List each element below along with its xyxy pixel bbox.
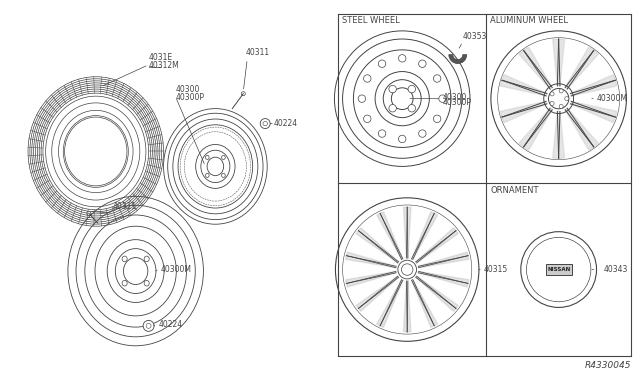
Text: 40315: 40315: [484, 265, 508, 274]
Wedge shape: [449, 55, 467, 64]
Polygon shape: [416, 228, 458, 263]
Polygon shape: [553, 39, 564, 86]
Text: 40312M: 40312M: [148, 61, 179, 70]
Circle shape: [389, 105, 396, 112]
Polygon shape: [500, 75, 547, 96]
Polygon shape: [356, 276, 399, 311]
Polygon shape: [377, 280, 403, 327]
Ellipse shape: [221, 173, 225, 177]
Polygon shape: [346, 252, 396, 268]
Polygon shape: [570, 75, 617, 96]
Circle shape: [433, 75, 441, 82]
Text: 40353: 40353: [463, 32, 487, 41]
Circle shape: [364, 75, 371, 82]
Circle shape: [564, 97, 569, 101]
Polygon shape: [416, 276, 458, 311]
Text: 40343: 40343: [604, 265, 628, 274]
Text: 40300: 40300: [175, 85, 200, 94]
Circle shape: [433, 115, 441, 122]
Circle shape: [378, 60, 386, 67]
Ellipse shape: [221, 155, 225, 160]
Polygon shape: [570, 102, 617, 123]
Text: 4031E: 4031E: [148, 53, 173, 62]
Polygon shape: [412, 212, 438, 260]
Text: 40300: 40300: [443, 93, 467, 102]
Circle shape: [378, 130, 386, 137]
Ellipse shape: [122, 256, 127, 262]
Polygon shape: [418, 252, 468, 268]
Circle shape: [550, 92, 554, 96]
Polygon shape: [403, 281, 411, 332]
Polygon shape: [519, 108, 552, 150]
Circle shape: [419, 60, 426, 67]
Circle shape: [398, 260, 417, 279]
Circle shape: [358, 95, 365, 102]
Ellipse shape: [144, 256, 149, 262]
Circle shape: [408, 105, 415, 112]
Circle shape: [260, 119, 270, 129]
Circle shape: [389, 85, 396, 93]
Text: 40224: 40224: [159, 320, 182, 329]
Circle shape: [550, 102, 554, 106]
Text: 40224: 40224: [273, 119, 298, 128]
Circle shape: [399, 135, 406, 143]
Ellipse shape: [65, 117, 127, 186]
Ellipse shape: [97, 228, 175, 314]
Text: 40311: 40311: [113, 202, 137, 211]
Circle shape: [559, 89, 563, 93]
Circle shape: [499, 39, 618, 158]
Text: R4330045: R4330045: [584, 361, 631, 370]
Polygon shape: [346, 272, 396, 287]
Polygon shape: [418, 272, 468, 287]
Polygon shape: [403, 207, 411, 258]
Bar: [546, 264, 572, 275]
Circle shape: [344, 206, 470, 333]
Ellipse shape: [205, 173, 209, 177]
Circle shape: [419, 130, 426, 137]
Circle shape: [87, 211, 91, 215]
Text: STEEL WHEEL: STEEL WHEEL: [342, 16, 399, 25]
Polygon shape: [553, 112, 564, 158]
Polygon shape: [519, 47, 552, 89]
Text: 40300P: 40300P: [443, 99, 472, 108]
Text: 40311: 40311: [245, 48, 269, 57]
Polygon shape: [565, 47, 598, 89]
Circle shape: [241, 92, 245, 96]
Circle shape: [143, 320, 154, 331]
Text: ORNAMENT: ORNAMENT: [490, 186, 539, 195]
Polygon shape: [377, 212, 403, 260]
Circle shape: [399, 55, 406, 62]
Circle shape: [408, 85, 415, 93]
Circle shape: [355, 51, 450, 146]
Circle shape: [527, 238, 590, 301]
Ellipse shape: [144, 280, 149, 286]
Text: 40300M: 40300M: [161, 264, 191, 273]
Text: ALUMINUM WHEEL: ALUMINUM WHEEL: [490, 16, 568, 25]
Polygon shape: [412, 280, 438, 327]
Circle shape: [364, 115, 371, 122]
Text: 40300P: 40300P: [175, 93, 205, 102]
Polygon shape: [500, 102, 547, 123]
Ellipse shape: [122, 280, 127, 286]
Polygon shape: [356, 228, 399, 263]
Polygon shape: [565, 108, 598, 150]
Ellipse shape: [205, 155, 209, 160]
Text: NISSAN: NISSAN: [547, 267, 570, 272]
Text: 40300M: 40300M: [597, 94, 628, 103]
Circle shape: [559, 105, 563, 108]
Circle shape: [439, 95, 446, 102]
Ellipse shape: [179, 126, 252, 207]
